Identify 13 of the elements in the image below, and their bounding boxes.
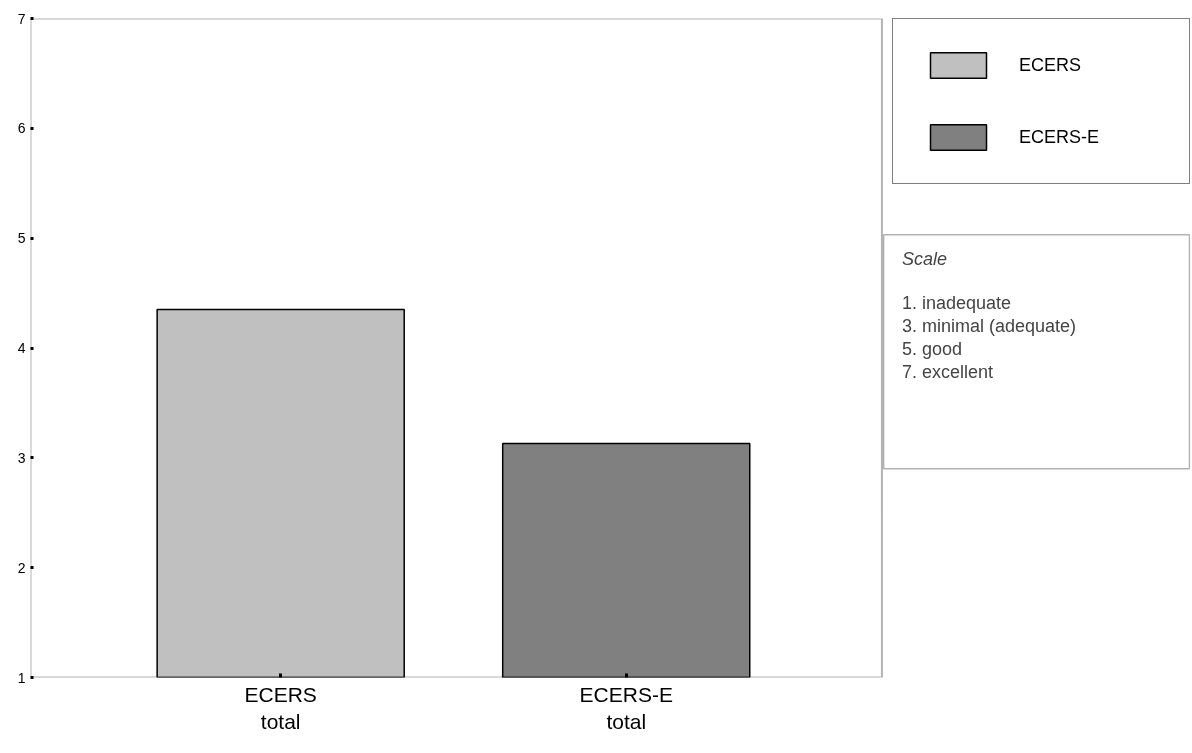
x-tick-label: ECERS total — [244, 682, 317, 734]
y-tick-label: 3 — [17, 449, 26, 466]
y-tick-label: 7 — [17, 10, 26, 27]
x-tick-label: ECERS-E total — [579, 682, 673, 734]
text: 1. inadequate 3. minimal (adequate) 5. good 7. excellent — [901, 292, 1077, 382]
legend-label: ECERS — [1019, 54, 1082, 76]
legend-label: ECERS-E — [1019, 126, 1100, 148]
y-tick-label: 1 — [17, 669, 26, 686]
text: Scale — [901, 248, 947, 269]
y-tick-label: 6 — [17, 120, 26, 137]
y-tick-label: 2 — [17, 559, 26, 576]
y-tick-label: 5 — [17, 230, 26, 247]
y-tick-label: 4 — [17, 340, 26, 356]
